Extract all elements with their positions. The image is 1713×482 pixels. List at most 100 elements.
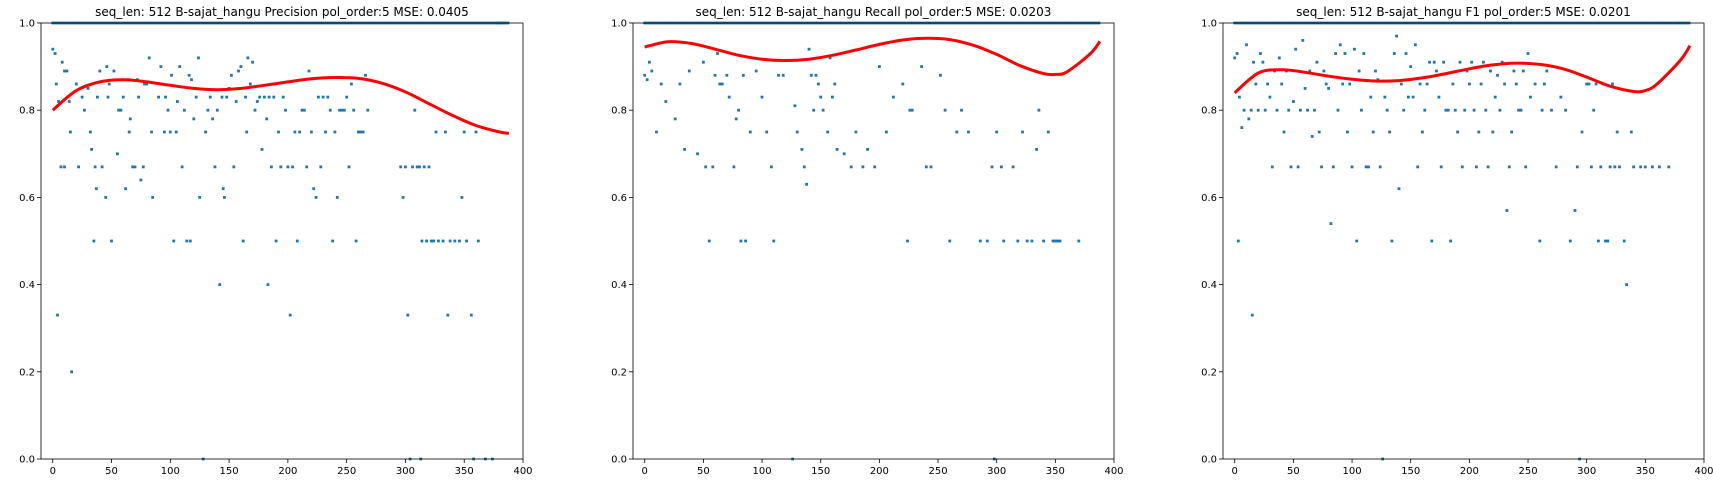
data-point <box>833 82 837 86</box>
data-point <box>866 148 869 151</box>
data-point <box>1266 82 1269 86</box>
x-tick-label: 300 <box>396 466 415 477</box>
data-point <box>415 165 419 169</box>
data-point <box>1353 47 1356 51</box>
data-point <box>284 108 287 112</box>
data-point <box>174 130 178 134</box>
data-point <box>1275 108 1279 112</box>
data-point <box>420 239 424 243</box>
data-point <box>713 73 717 77</box>
data-point <box>1235 52 1239 55</box>
data-point <box>94 187 98 191</box>
data-point <box>65 69 69 73</box>
data-point <box>696 152 699 156</box>
data-point <box>89 130 92 134</box>
data-point <box>814 73 818 77</box>
data-point <box>807 47 811 51</box>
x-tick-label: 100 <box>753 466 772 477</box>
data-point <box>244 95 247 99</box>
data-point <box>1414 43 1417 47</box>
data-point <box>241 239 245 243</box>
x-tick-label: 350 <box>455 466 474 477</box>
data-point <box>194 95 198 99</box>
data-point <box>141 165 145 169</box>
data-point <box>1261 60 1265 64</box>
data-point <box>1575 165 1579 169</box>
data-point <box>1299 108 1302 112</box>
data-point <box>1025 239 1029 243</box>
data-point <box>1618 165 1621 169</box>
data-point <box>1597 239 1600 243</box>
data-point <box>183 108 186 112</box>
data-point <box>237 69 240 73</box>
data-point <box>826 130 830 134</box>
data-point <box>1639 165 1642 169</box>
data-point <box>100 165 104 169</box>
data-point <box>221 187 225 191</box>
data-point <box>291 165 294 169</box>
data-point <box>270 165 273 169</box>
data-point <box>1658 165 1661 169</box>
data-point <box>732 165 736 169</box>
data-point <box>147 56 151 60</box>
data-point <box>1559 95 1563 99</box>
data-point <box>69 130 72 134</box>
data-point <box>1477 130 1481 134</box>
data-point <box>139 178 143 182</box>
data-point <box>59 165 63 169</box>
data-point <box>1046 130 1050 134</box>
data-point <box>878 65 881 68</box>
data-point <box>1371 130 1375 134</box>
fit-curve <box>51 75 510 135</box>
data-point <box>67 100 71 103</box>
data-point <box>230 73 233 77</box>
data-point <box>476 239 480 243</box>
fit-curve <box>644 36 1102 77</box>
x-tick-label: 100 <box>1343 466 1362 477</box>
data-point <box>429 239 433 243</box>
data-point <box>1437 95 1441 99</box>
data-point <box>1324 82 1328 86</box>
data-point <box>1000 165 1003 169</box>
data-point <box>1416 165 1420 169</box>
x-tick-label: 200 <box>278 466 297 477</box>
data-point <box>1503 82 1506 86</box>
data-point <box>1526 52 1530 55</box>
data-point <box>1357 69 1361 73</box>
axes-frame <box>40 22 524 460</box>
data-point <box>1404 52 1408 55</box>
data-point <box>446 313 450 317</box>
data-point <box>1643 165 1647 169</box>
data-point <box>678 82 682 86</box>
data-point <box>350 82 353 86</box>
data-point <box>298 130 301 134</box>
x-tick-label: 150 <box>1401 466 1420 477</box>
data-point <box>204 130 207 134</box>
x-tick-label: 350 <box>1636 466 1655 477</box>
data-point <box>1465 69 1469 73</box>
data-point <box>357 130 360 134</box>
data-point <box>1604 239 1607 243</box>
data-point <box>704 165 708 169</box>
data-point <box>260 148 264 151</box>
data-point <box>300 108 304 112</box>
data-point <box>1453 108 1457 112</box>
data-point <box>687 69 691 73</box>
data-point <box>842 152 846 156</box>
y-tick-label: 0.4 <box>19 280 35 291</box>
data-point <box>1458 60 1462 64</box>
data-point <box>960 108 963 112</box>
data-point <box>1343 52 1347 55</box>
data-point <box>197 56 200 60</box>
x-tick-label: 100 <box>161 466 180 477</box>
data-point <box>1056 239 1060 243</box>
data-point <box>1042 239 1045 243</box>
data-point <box>1277 56 1281 60</box>
data-point <box>1507 165 1511 169</box>
data-point <box>404 165 407 169</box>
data-point <box>1336 108 1340 112</box>
data-point <box>1317 130 1321 134</box>
data-point <box>955 130 959 134</box>
data-point <box>1428 60 1431 64</box>
y-tick-label: 0.6 <box>611 193 627 204</box>
